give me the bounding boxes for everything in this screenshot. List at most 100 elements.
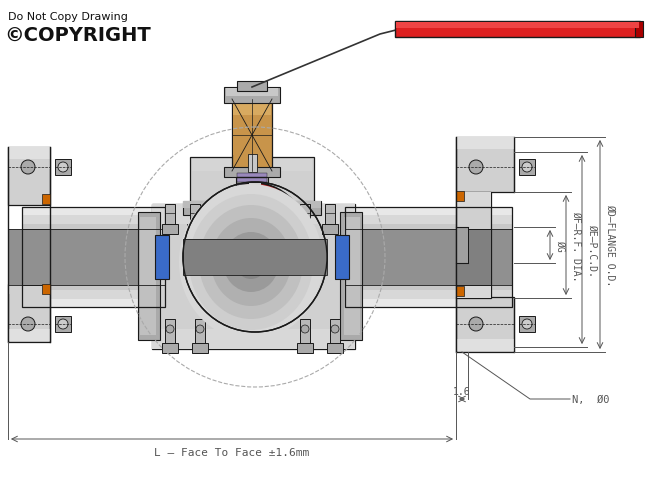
Text: ØF–R.F. DIA.: ØF–R.F. DIA. [571, 211, 581, 281]
Bar [345, 244, 512, 257]
Bar [187, 225, 203, 235]
Bar [249, 183, 261, 206]
Text: ØG: ØG [555, 240, 565, 251]
Bar [226, 89, 278, 97]
Bar [8, 148, 50, 160]
Bar [456, 339, 514, 351]
Ellipse shape [235, 245, 267, 279]
Bar [345, 280, 512, 290]
Bar [190, 158, 314, 208]
Bar [237, 194, 267, 197]
Bar [345, 225, 512, 235]
Text: L – Face To Face ±1.6mm: L – Face To Face ±1.6mm [154, 447, 309, 457]
Ellipse shape [211, 219, 291, 306]
Bar [237, 183, 267, 188]
Bar [22, 290, 165, 300]
Bar [322, 225, 338, 235]
Bar [233, 101, 271, 116]
Bar [22, 229, 165, 286]
Bar [344, 217, 360, 335]
Bar [183, 201, 321, 209]
Bar [456, 287, 464, 296]
Bar [140, 217, 156, 335]
Bar [456, 297, 514, 352]
Circle shape [331, 325, 339, 333]
Ellipse shape [196, 183, 314, 332]
Bar [345, 208, 512, 215]
Circle shape [196, 325, 204, 333]
Circle shape [58, 319, 68, 329]
Bar [456, 227, 468, 263]
Bar [635, 22, 643, 38]
Circle shape [469, 161, 483, 175]
Bar [224, 167, 280, 178]
Bar [237, 82, 267, 92]
Ellipse shape [179, 184, 323, 340]
Bar [152, 205, 355, 349]
Bar [8, 329, 50, 341]
Bar [183, 201, 321, 215]
Bar [456, 193, 491, 208]
Bar [456, 193, 491, 298]
Bar [8, 285, 50, 294]
Bar [300, 205, 310, 229]
Bar [162, 225, 178, 235]
Bar [233, 116, 271, 156]
Bar [345, 271, 512, 280]
Bar [345, 215, 512, 225]
Bar [300, 319, 310, 348]
Bar [42, 195, 50, 205]
Text: 1.6: 1.6 [453, 386, 471, 396]
Bar [224, 88, 280, 104]
Ellipse shape [223, 232, 279, 292]
Bar [345, 235, 512, 244]
Bar [22, 229, 165, 286]
Bar [22, 257, 165, 271]
Bar [236, 172, 268, 204]
Circle shape [469, 318, 483, 332]
Bar [345, 208, 512, 307]
Bar [138, 212, 160, 340]
Bar [192, 160, 312, 172]
Bar [330, 319, 340, 348]
Bar [22, 225, 165, 235]
Bar [456, 227, 468, 263]
Text: N,  Ø0: N, Ø0 [572, 394, 610, 404]
Ellipse shape [189, 195, 313, 330]
Bar [152, 329, 355, 349]
Bar [327, 343, 343, 353]
Bar [165, 319, 175, 348]
Circle shape [21, 318, 35, 332]
Bar [190, 205, 200, 229]
Bar [345, 300, 512, 307]
Bar [456, 138, 514, 150]
Bar [22, 271, 165, 280]
Bar [519, 160, 535, 176]
Bar [8, 229, 50, 286]
Bar [22, 300, 165, 307]
Bar [340, 212, 362, 340]
Bar [297, 225, 313, 235]
Bar [519, 317, 535, 333]
Bar [152, 205, 355, 225]
Bar [456, 284, 491, 298]
Bar [237, 179, 267, 182]
Bar [183, 240, 327, 275]
Bar [335, 236, 349, 279]
Text: ØE–P.C.D.: ØE–P.C.D. [587, 224, 597, 276]
Ellipse shape [199, 206, 303, 319]
Bar [456, 192, 464, 201]
Text: ©COPYRIGHT: ©COPYRIGHT [4, 26, 151, 45]
Circle shape [58, 163, 68, 173]
Bar [345, 229, 512, 286]
Bar [345, 229, 512, 286]
Circle shape [522, 163, 532, 173]
Bar [8, 229, 50, 286]
Bar [192, 343, 208, 353]
Circle shape [301, 325, 309, 333]
Bar [165, 205, 175, 229]
Bar [345, 257, 512, 271]
Bar [297, 343, 313, 353]
Bar [22, 208, 165, 215]
Circle shape [166, 325, 174, 333]
